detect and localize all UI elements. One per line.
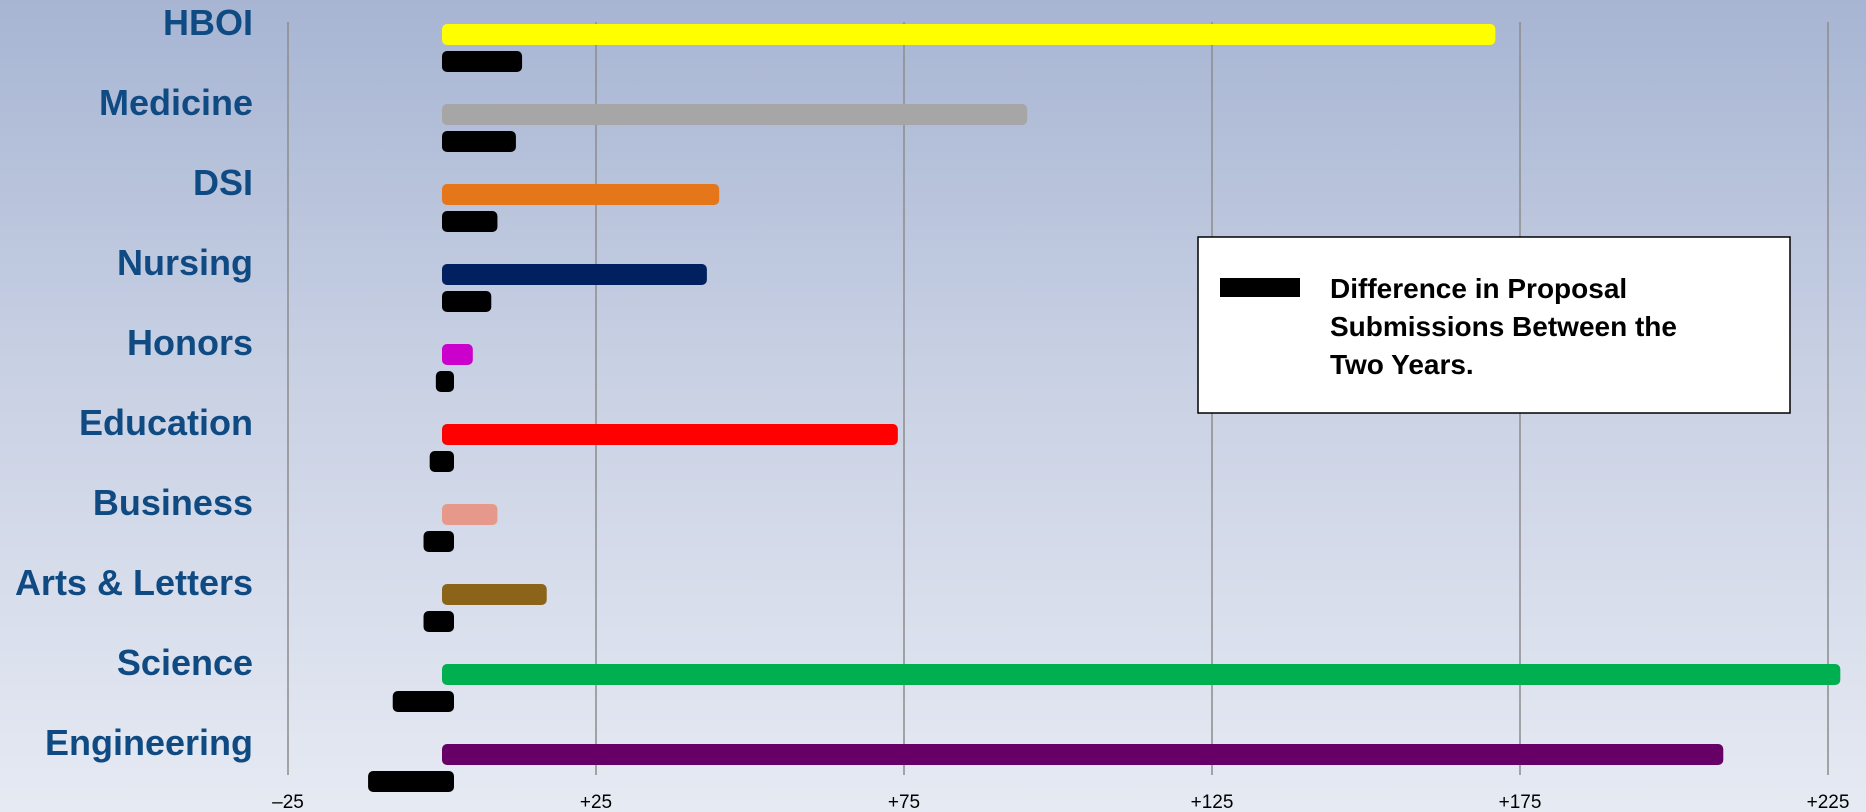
difference-bar-dsi: [442, 211, 498, 232]
legend-label: Submissions Between the: [1330, 311, 1677, 342]
legend-label: Difference in Proposal: [1330, 273, 1627, 304]
x-tick-label: +25: [580, 792, 612, 812]
x-tick-label: +225: [1807, 792, 1850, 812]
category-label: Business: [93, 482, 253, 523]
bar-hboi: [442, 24, 1496, 45]
category-label: Nursing: [117, 242, 253, 283]
difference-bar-medicine: [442, 131, 516, 152]
category-labels: HBOI Medicine DSI Nursing Honors Education Bus…: [15, 2, 253, 763]
difference-bar-nursing: [442, 291, 492, 312]
difference-bar-engineering: [368, 771, 454, 792]
difference-bar-science: [392, 691, 454, 712]
difference-bar-business: [423, 531, 454, 552]
category-label: Honors: [127, 322, 253, 363]
x-tick-label: +175: [1499, 792, 1542, 812]
bar-business: [442, 504, 498, 525]
difference-bar-arts-letters: [423, 611, 454, 632]
bar-engineering: [442, 744, 1724, 765]
category-label: DSI: [193, 162, 253, 203]
bar-nursing: [442, 264, 707, 285]
category-label: HBOI: [163, 2, 253, 43]
legend-swatch: [1220, 278, 1300, 297]
x-axis-tick-labels: –25 +25 +75 +125 +175 +225: [272, 792, 1849, 812]
x-tick-label: +75: [888, 792, 920, 812]
bar-science: [442, 664, 1841, 685]
bars: [368, 24, 1841, 792]
bar-arts-letters: [442, 584, 547, 605]
difference-bar-education: [429, 451, 454, 472]
x-tick-label: +125: [1191, 792, 1234, 812]
bar-education: [442, 424, 898, 445]
category-label: Arts & Letters: [15, 562, 253, 603]
x-tick-label: –25: [272, 792, 304, 812]
legend-label: Two Years.: [1330, 349, 1474, 380]
difference-bar-honors: [435, 371, 454, 392]
bar-medicine: [442, 104, 1028, 125]
bar-dsi: [442, 184, 720, 205]
legend-box: [1197, 236, 1791, 414]
legend: Difference in Proposal Submissions Betwee…: [1197, 236, 1791, 414]
bar-honors: [442, 344, 473, 365]
difference-bar-hboi: [442, 51, 523, 72]
category-label: Engineering: [45, 722, 253, 763]
category-label: Education: [79, 402, 253, 443]
category-label: Science: [117, 642, 253, 683]
category-label: Medicine: [99, 82, 253, 123]
